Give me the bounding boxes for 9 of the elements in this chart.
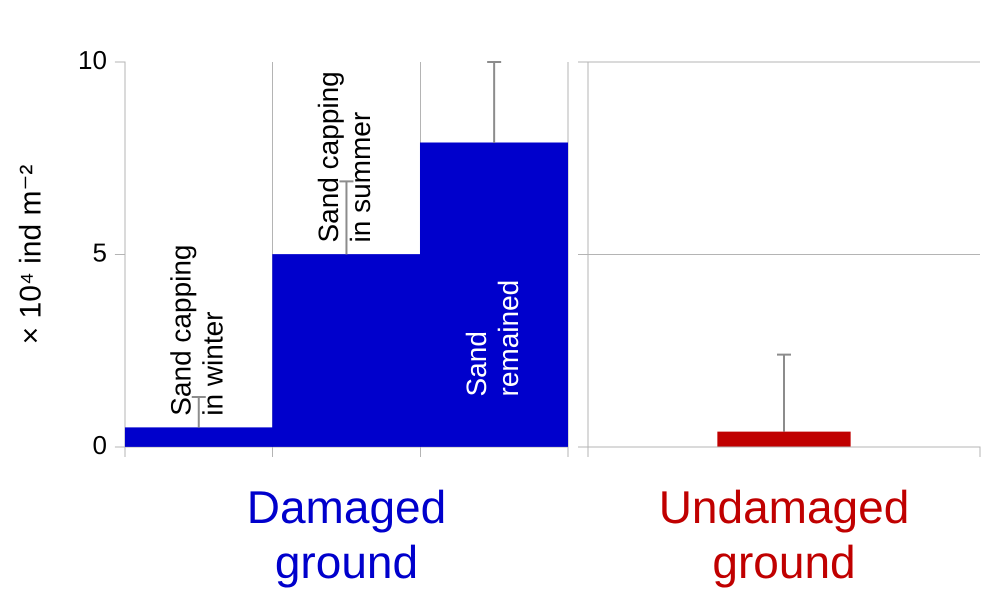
x-tick-label: Sand remained xyxy=(460,280,524,396)
x-axis-title: Undamaged ground xyxy=(658,480,910,588)
y-tick-label: 5 xyxy=(92,238,107,268)
x-axis-title: Damaged ground xyxy=(246,480,446,588)
y-tick-label: 0 xyxy=(92,430,107,460)
y-tick-label: 10 xyxy=(78,45,107,76)
x-tick-label: Sand capping in winter xyxy=(165,244,228,416)
x-tick-label: Sand capping in summer xyxy=(313,71,376,242)
y-axis-title: × 10⁴ ind m⁻² xyxy=(14,164,48,344)
